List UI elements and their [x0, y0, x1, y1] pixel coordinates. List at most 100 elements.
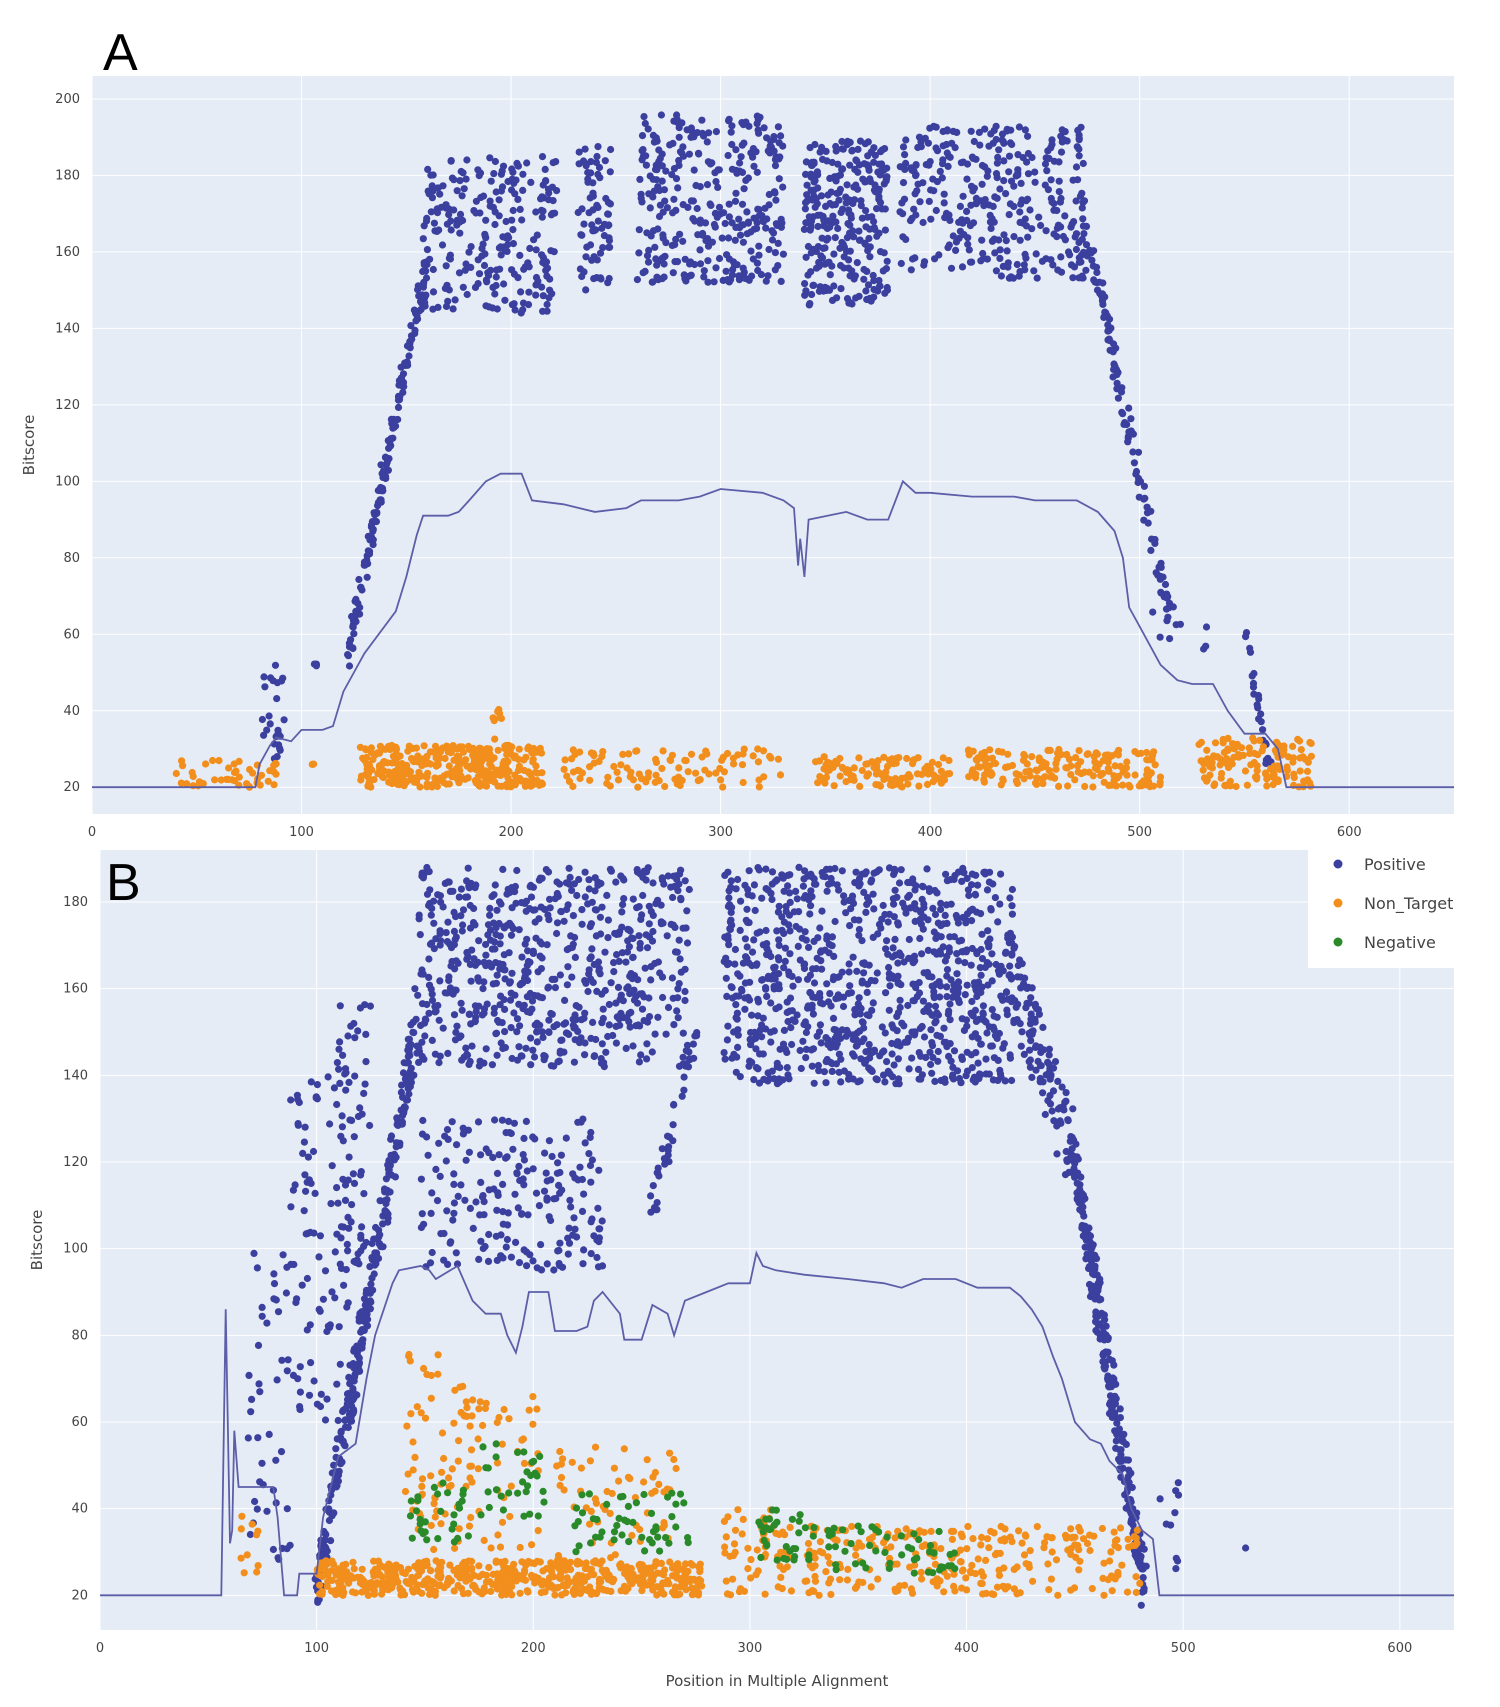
point-positive — [581, 893, 589, 901]
point-positive — [649, 927, 657, 936]
point-positive — [526, 244, 534, 252]
point-non-target — [1048, 772, 1056, 780]
point-positive — [1162, 605, 1171, 613]
point-positive — [1025, 1029, 1033, 1037]
point-positive — [679, 924, 687, 932]
point-positive — [525, 263, 533, 271]
point-positive — [556, 1168, 564, 1177]
point-positive — [437, 1230, 445, 1238]
point-positive — [1113, 371, 1121, 379]
point-positive — [979, 1002, 988, 1010]
point-positive — [1008, 973, 1016, 982]
point-non-target — [891, 775, 900, 783]
point-positive — [491, 1116, 499, 1124]
point-positive — [679, 1053, 687, 1061]
point-positive — [996, 246, 1004, 254]
point-positive — [916, 198, 924, 206]
point-positive — [1010, 233, 1018, 241]
point-positive — [865, 1012, 873, 1020]
point-positive — [546, 904, 554, 912]
point-non-target — [874, 757, 882, 765]
point-positive — [489, 203, 497, 211]
point-positive — [764, 272, 772, 280]
point-positive — [381, 467, 389, 475]
point-positive — [343, 1400, 351, 1408]
point-positive — [620, 895, 628, 903]
point-positive — [930, 994, 938, 1002]
point-positive — [1042, 227, 1050, 235]
point-positive — [810, 1079, 818, 1087]
point-positive — [426, 886, 434, 894]
point-positive — [679, 143, 687, 151]
point-positive — [592, 158, 601, 167]
point-positive — [358, 1110, 366, 1118]
point-positive — [557, 1151, 566, 1159]
point-positive — [1032, 1066, 1040, 1074]
point-positive — [993, 194, 1001, 202]
point-positive — [1075, 131, 1083, 139]
point-positive — [423, 1000, 431, 1009]
point-positive — [832, 1060, 841, 1068]
point-positive — [338, 1123, 346, 1131]
x-tick-label: 200 — [499, 825, 524, 840]
point-positive — [527, 893, 536, 901]
point-positive — [994, 918, 1002, 926]
point-positive — [800, 225, 809, 233]
point-positive — [1116, 1414, 1124, 1422]
point-non-target — [890, 780, 898, 789]
point-positive — [728, 219, 736, 227]
point-positive — [546, 286, 554, 294]
point-non-target — [423, 773, 431, 781]
point-positive — [586, 1133, 594, 1141]
point-positive — [693, 204, 701, 213]
point-positive — [556, 1049, 564, 1057]
point-positive — [904, 878, 912, 887]
point-positive — [347, 1413, 355, 1421]
point-positive — [645, 994, 653, 1002]
point-positive — [736, 231, 745, 239]
point-non-target — [1239, 751, 1247, 759]
point-positive — [770, 964, 778, 972]
point-positive — [353, 1391, 361, 1399]
point-positive — [472, 1198, 480, 1206]
point-positive — [463, 893, 472, 901]
x-tick-label: 0 — [88, 825, 96, 840]
point-positive — [674, 1014, 682, 1022]
point-positive — [1015, 123, 1024, 131]
point-positive — [668, 171, 676, 179]
point-positive — [876, 199, 885, 207]
point-positive — [772, 1005, 780, 1013]
point-positive — [1087, 249, 1095, 257]
point-positive — [577, 1034, 585, 1042]
point-positive — [372, 1223, 380, 1232]
point-positive — [478, 1193, 487, 1201]
point-positive — [307, 1078, 315, 1086]
point-positive — [804, 242, 813, 251]
point-positive — [435, 1016, 443, 1024]
point-positive — [819, 1000, 827, 1008]
point-non-target — [504, 758, 512, 766]
point-positive — [890, 913, 898, 921]
point-positive — [870, 285, 878, 294]
point-positive — [972, 194, 981, 202]
point-positive — [1120, 420, 1128, 428]
point-positive — [640, 113, 648, 121]
point-positive — [450, 941, 458, 949]
point-positive — [495, 919, 503, 928]
point-positive — [450, 1199, 458, 1207]
point-positive — [342, 1266, 350, 1274]
point-positive — [509, 1145, 517, 1153]
point-non-target — [412, 744, 420, 752]
point-positive — [635, 249, 643, 257]
point-positive — [725, 894, 733, 902]
point-positive — [533, 1019, 541, 1027]
point-positive — [643, 229, 651, 237]
point-non-target — [1294, 735, 1302, 744]
point-non-target — [486, 750, 494, 758]
point-positive — [669, 893, 677, 902]
point-positive — [509, 226, 517, 234]
point-positive — [400, 1108, 408, 1116]
point-positive — [846, 229, 854, 237]
point-positive — [610, 968, 618, 976]
point-positive — [463, 877, 471, 885]
